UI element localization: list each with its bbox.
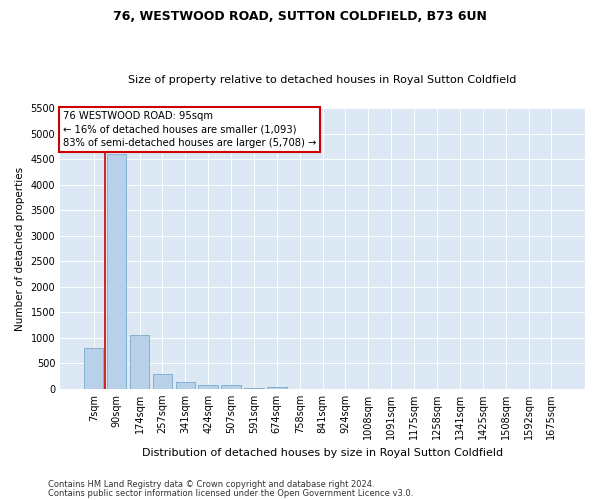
X-axis label: Distribution of detached houses by size in Royal Sutton Coldfield: Distribution of detached houses by size …: [142, 448, 503, 458]
Bar: [244, 388, 263, 389]
Y-axis label: Number of detached properties: Number of detached properties: [15, 166, 25, 330]
Bar: [176, 382, 195, 389]
Title: Size of property relative to detached houses in Royal Sutton Coldfield: Size of property relative to detached ho…: [128, 76, 517, 86]
Bar: [199, 384, 218, 389]
Text: 76, WESTWOOD ROAD, SUTTON COLDFIELD, B73 6UN: 76, WESTWOOD ROAD, SUTTON COLDFIELD, B73…: [113, 10, 487, 23]
Bar: [107, 154, 127, 389]
Bar: [267, 388, 287, 389]
Bar: [221, 384, 241, 389]
Bar: [152, 374, 172, 389]
Bar: [84, 348, 103, 389]
Text: 76 WESTWOOD ROAD: 95sqm
← 16% of detached houses are smaller (1,093)
83% of semi: 76 WESTWOOD ROAD: 95sqm ← 16% of detache…: [63, 112, 316, 148]
Bar: [130, 336, 149, 389]
Text: Contains HM Land Registry data © Crown copyright and database right 2024.: Contains HM Land Registry data © Crown c…: [48, 480, 374, 489]
Text: Contains public sector information licensed under the Open Government Licence v3: Contains public sector information licen…: [48, 488, 413, 498]
